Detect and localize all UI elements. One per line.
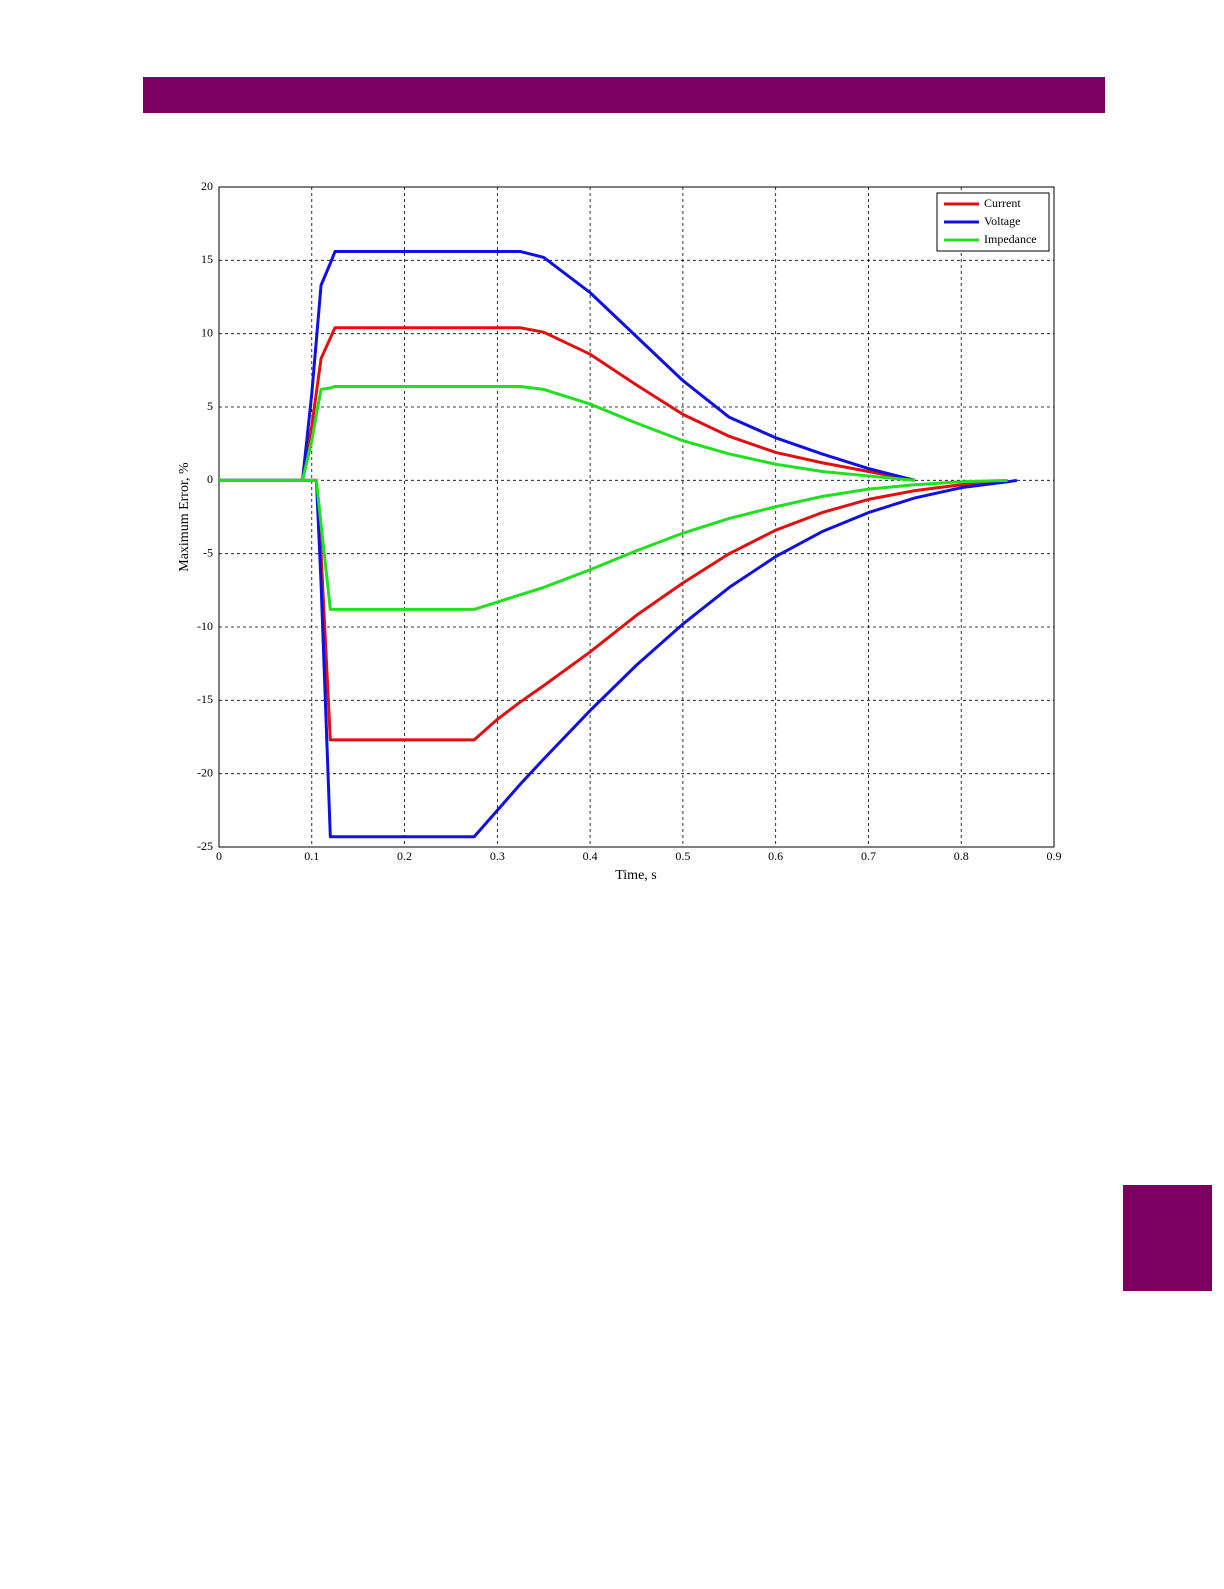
y-tick-label: -10 (197, 619, 213, 633)
x-tick-label: 0.9 (1047, 849, 1062, 863)
x-tick-label: 0.5 (675, 849, 690, 863)
y-tick-label: -15 (197, 692, 213, 706)
x-tick-label: 0 (216, 849, 222, 863)
y-tick-label: 15 (201, 252, 213, 266)
header-bar (143, 77, 1105, 113)
legend-label: Voltage (984, 214, 1020, 228)
legend-label: Impedance (984, 232, 1037, 246)
x-tick-label: 0.6 (768, 849, 783, 863)
series-line (219, 326, 916, 482)
series-line (219, 478, 1008, 611)
series-line (219, 250, 916, 482)
series-line (219, 478, 1018, 839)
x-tick-label: 0.3 (490, 849, 505, 863)
y-tick-label: -25 (197, 839, 213, 853)
y-tick-label: -20 (197, 765, 213, 779)
y-tick-label: -5 (203, 545, 213, 559)
series-line (219, 384, 915, 482)
y-tick-label: 5 (207, 399, 213, 413)
y-tick-label: 10 (201, 325, 213, 339)
y-tick-label: 20 (201, 179, 213, 193)
y-axis-label: Maximum Error, % (177, 462, 192, 572)
x-tick-label: 0.7 (861, 849, 876, 863)
legend-label: Current (984, 196, 1021, 210)
plot-frame (218, 186, 1055, 848)
x-tick-label: 0.4 (583, 849, 598, 863)
x-tick-label: 0.8 (954, 849, 969, 863)
x-tick-label: 0.1 (304, 849, 319, 863)
side-tab (1123, 1185, 1212, 1291)
y-tick-label: 0 (207, 472, 213, 486)
x-tick-label: 0.2 (397, 849, 412, 863)
x-axis-label: Time, s (615, 868, 657, 883)
